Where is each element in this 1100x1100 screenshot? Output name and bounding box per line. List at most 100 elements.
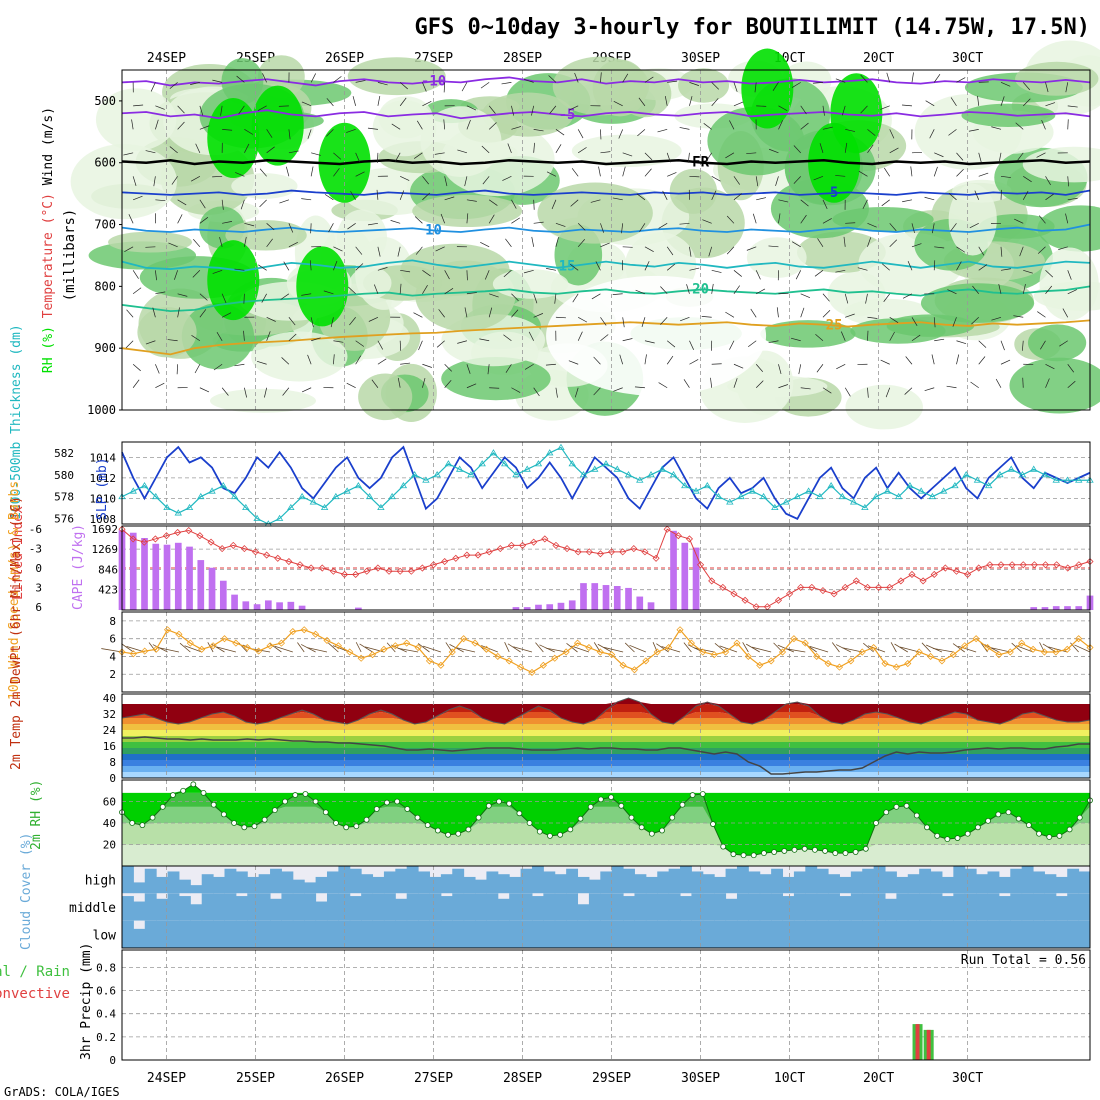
cloud-bar [554, 893, 567, 921]
cape-bar [1075, 606, 1083, 610]
rh2m-point [975, 824, 981, 831]
wind-barb [817, 238, 824, 247]
top-date-label: 28SEP [503, 51, 542, 66]
cloud-bar [1021, 920, 1034, 948]
rh2m-point [312, 798, 319, 805]
wind-barb [523, 269, 534, 274]
wind-speed-point [482, 645, 490, 653]
wind-barb [195, 143, 201, 153]
wind-barb [309, 260, 312, 271]
wind-barb [455, 647, 476, 653]
wind-barb [1016, 152, 1024, 162]
rh2m-tick: 40 [103, 817, 116, 830]
lifted-index-point [407, 567, 415, 575]
wind-barb [778, 120, 784, 130]
wind-barb [169, 82, 178, 89]
wind-barb [484, 270, 490, 280]
wind-barb [932, 648, 954, 653]
wind-barb [931, 223, 935, 234]
cloud-bar [998, 920, 1011, 948]
wind-barb [1067, 176, 1069, 187]
rh-shading [296, 246, 349, 327]
cloud-bar [429, 893, 442, 921]
cape-bar [546, 604, 554, 610]
wind-barb [288, 241, 298, 248]
lifted-index-point [819, 587, 827, 595]
cloud-bar [941, 920, 954, 948]
cloud-bar [201, 874, 214, 894]
wind-barb [190, 176, 201, 182]
cloud-bar [395, 920, 408, 948]
wind-barb [199, 387, 210, 393]
wind-barb [330, 317, 334, 328]
thickness-point [782, 498, 790, 505]
wind-barb [729, 340, 735, 350]
cloud-bar [338, 866, 351, 894]
rh2m-point [699, 791, 706, 797]
lifted-index-point [852, 577, 860, 585]
wind-barb [791, 241, 801, 248]
wind-speed-point [255, 647, 263, 655]
wind-barb [568, 105, 579, 111]
wind-barb [689, 267, 700, 271]
rh2m-point [791, 846, 798, 853]
wind-barb [414, 216, 423, 224]
cape-bar [264, 600, 272, 610]
thickness-point [185, 503, 194, 510]
wind-barb [121, 643, 134, 653]
cloud-bar [839, 896, 852, 921]
wind-barb [176, 364, 178, 375]
isotherm-label: -5 [559, 107, 576, 123]
lifted-index-point [797, 583, 805, 591]
wind-barb [751, 646, 772, 653]
wind-barb [422, 645, 441, 653]
rh-shading [741, 48, 794, 129]
rh2m-point [282, 798, 288, 805]
wind-barb [570, 199, 579, 207]
wind-speed-point [471, 639, 479, 647]
rh2m-point [598, 796, 604, 803]
wind-barb [946, 385, 957, 389]
wind-speed-point [619, 661, 627, 669]
cloud-bar [349, 868, 362, 894]
cloud-bar [588, 920, 601, 948]
wind-barb [621, 223, 624, 234]
cloud-bar [361, 874, 374, 894]
cloud-bar [1067, 893, 1080, 921]
cloud-bar [987, 893, 1000, 921]
wind-barb [1037, 311, 1046, 318]
cape-bar [681, 542, 689, 610]
lifted-index-point [1019, 561, 1027, 569]
wind-barb [910, 166, 913, 177]
lifted-index-point [240, 545, 248, 553]
thickness-tick: 580 [54, 469, 74, 482]
cloud-bar [1010, 868, 1023, 894]
wind-barb [377, 340, 384, 350]
cloud-bar [406, 893, 419, 921]
cloud-bar [839, 876, 852, 894]
rh2m-point [424, 822, 431, 829]
wind-barb [438, 309, 445, 318]
cloud-bar [577, 876, 590, 894]
wind-barb [578, 316, 588, 323]
wind-barb [711, 269, 722, 273]
wind-barb [889, 223, 897, 232]
cloud-bar [1078, 893, 1091, 921]
wind-barb [778, 364, 782, 375]
lifted-index-point [563, 545, 571, 553]
wind-barb [414, 152, 423, 159]
cape-bar [1064, 606, 1071, 610]
wind-barb [748, 340, 757, 348]
rh-shading [347, 57, 446, 96]
wind-barb [726, 246, 735, 255]
wind-barb [867, 129, 876, 136]
temp-tick: 0 [109, 772, 116, 785]
cape-label: CAPE (J/kg) [71, 524, 86, 610]
rh2m-point [333, 820, 339, 826]
wind-barb [193, 239, 201, 248]
wind-speed-point [1040, 648, 1049, 656]
wind-barb [371, 379, 379, 388]
wind-barb [155, 291, 166, 295]
wind-barb [644, 168, 652, 177]
wind-barb [155, 364, 160, 374]
